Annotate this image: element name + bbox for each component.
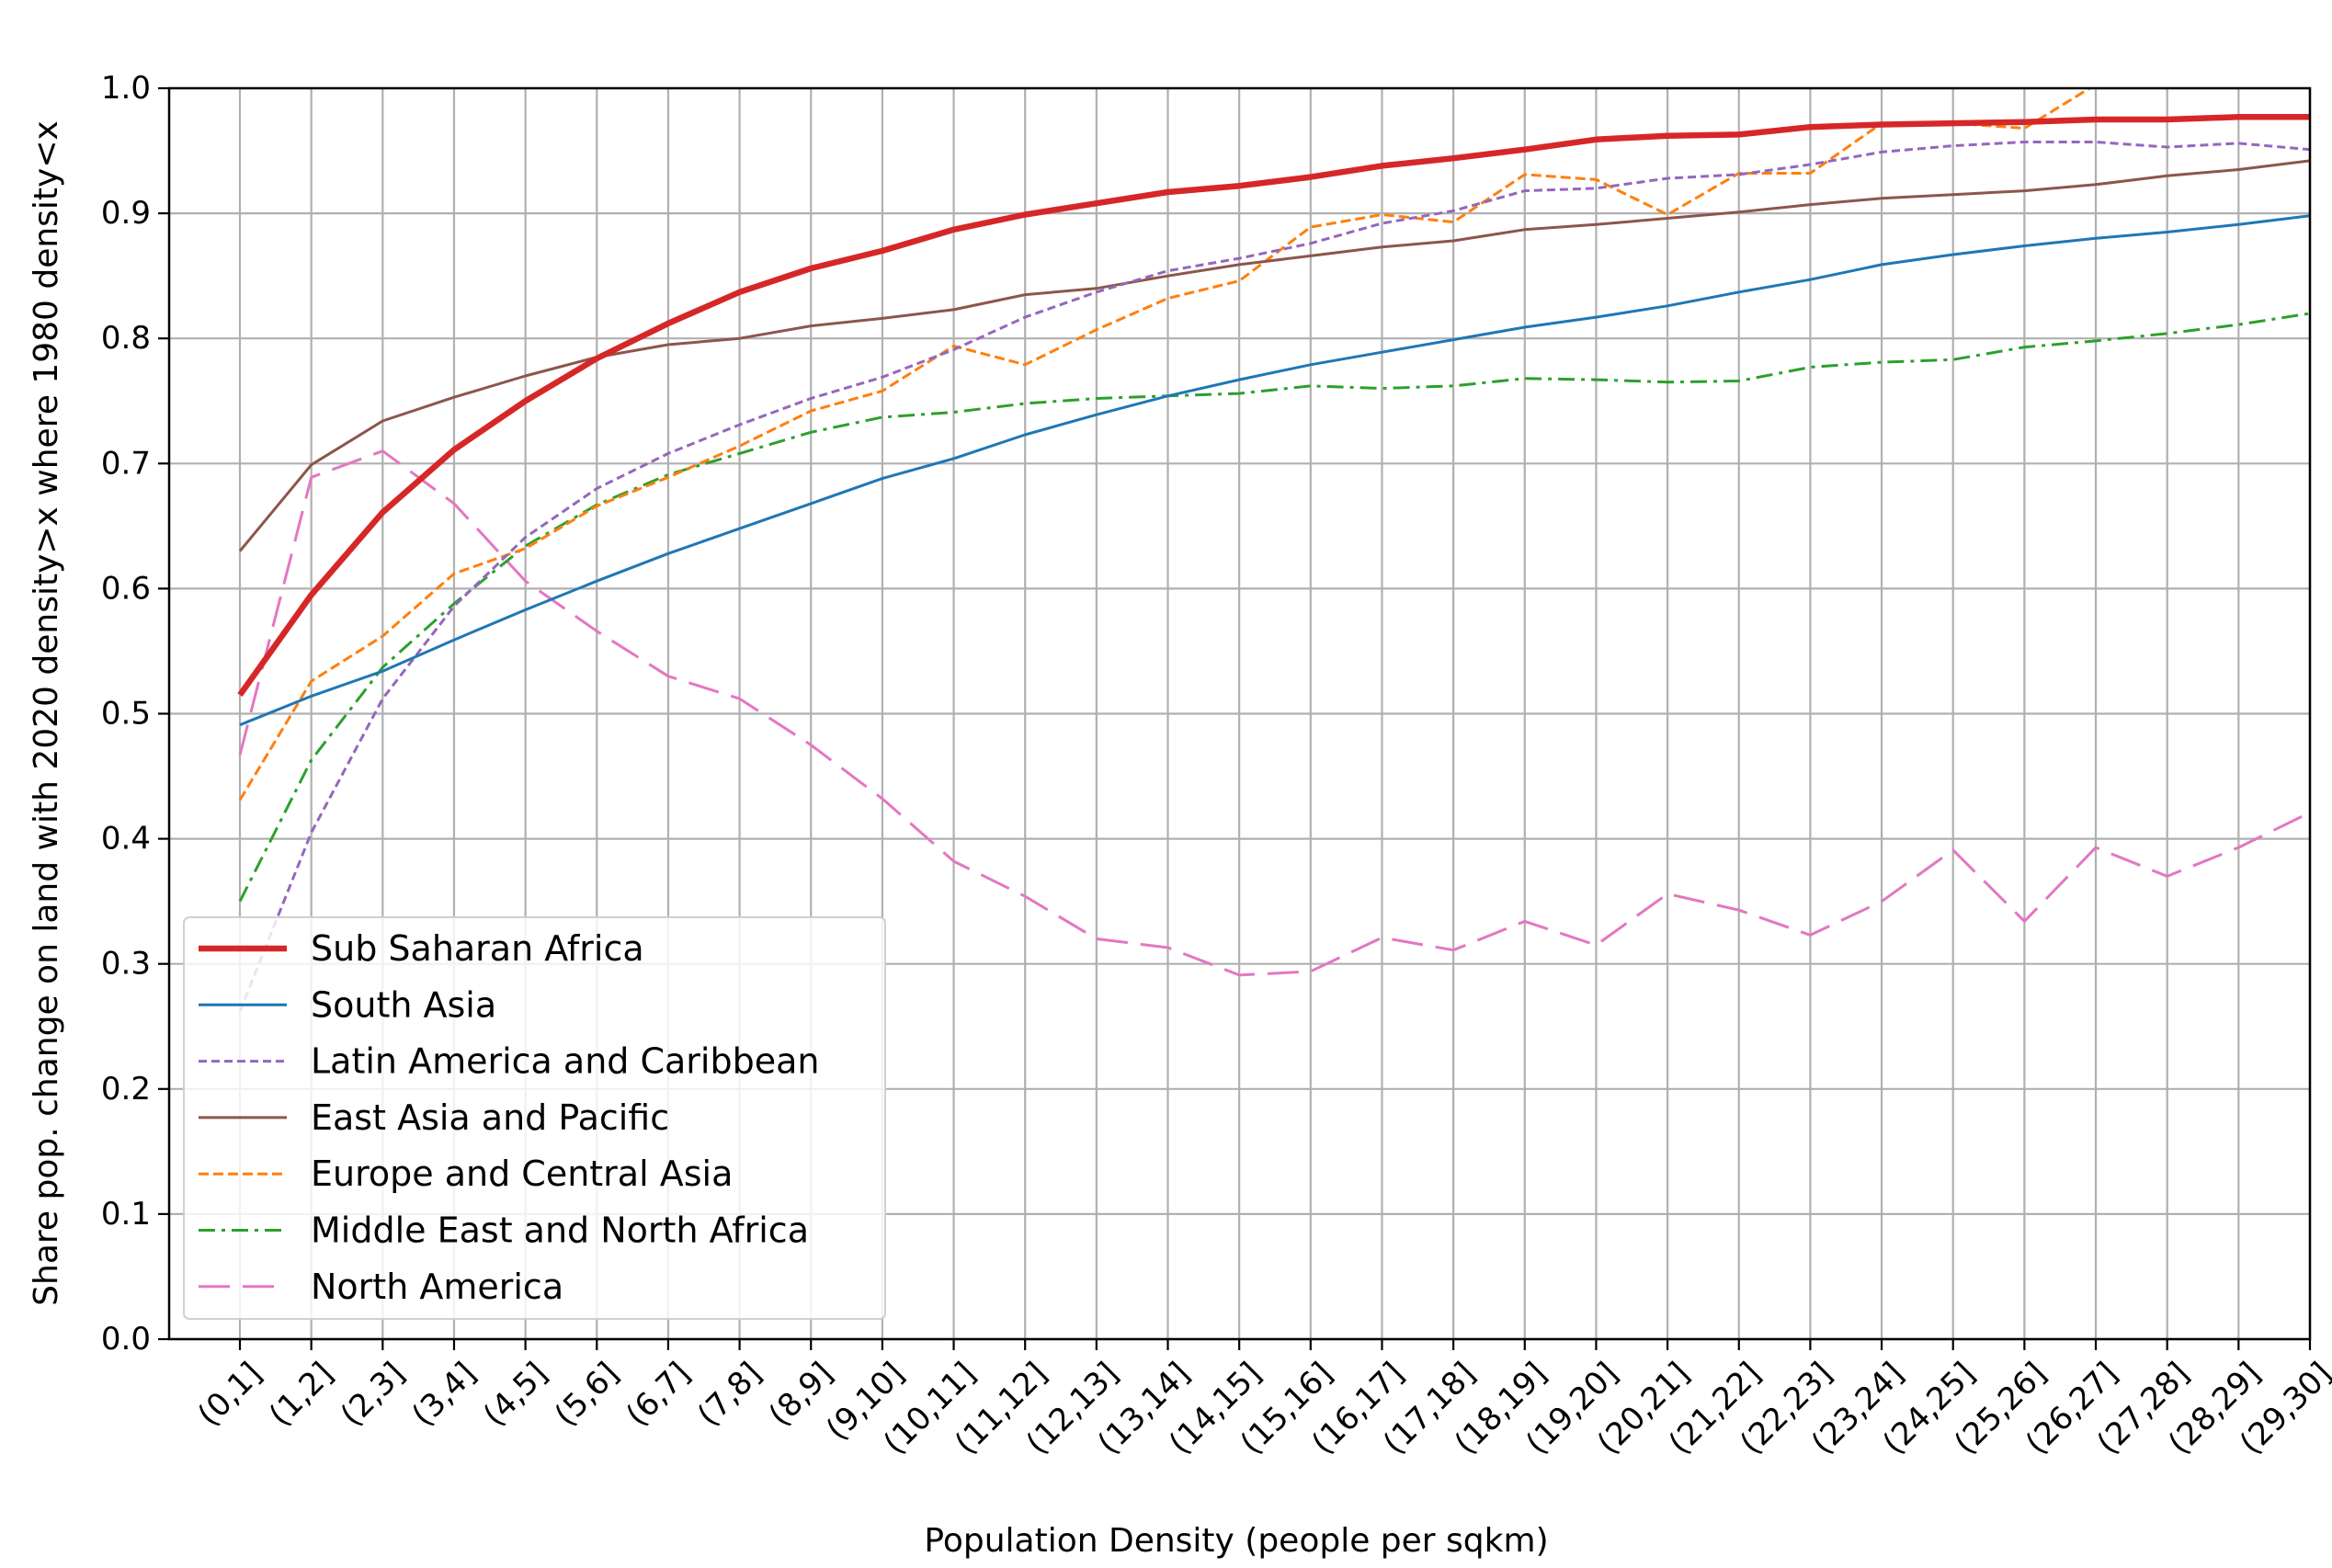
series-line-sub-saharan-africa <box>237 114 2310 697</box>
y-tick-label: 0.7 <box>101 445 151 482</box>
series-line-latin-america-and-caribbean <box>238 141 2310 1012</box>
legend-label: North America <box>311 1267 563 1307</box>
legend-label: Middle East and North Africa <box>311 1210 809 1251</box>
legend-label: Europe and Central Asia <box>311 1153 733 1194</box>
y-tick-label: 0.3 <box>101 946 151 983</box>
legend-label: South Asia <box>311 984 496 1025</box>
series-lines <box>237 88 2310 1012</box>
series-line-south-asia <box>239 214 2310 727</box>
y-tick-label: 0.9 <box>101 195 151 232</box>
x-axis-label: Population Density (people per sqkm) <box>924 1522 1548 1560</box>
y-tick-label: 0.4 <box>101 821 151 858</box>
y-tick-label: 0.2 <box>101 1071 151 1108</box>
series-line-east-asia-and-pacific <box>238 159 2310 552</box>
y-tick-label: 0.5 <box>101 696 151 733</box>
legend-label: Latin America and Caribbean <box>311 1041 819 1082</box>
series-line-europe-and-central-asia <box>238 88 2093 801</box>
y-tick-label: 0.0 <box>101 1321 151 1358</box>
legend-label: East Asia and Pacific <box>311 1097 669 1138</box>
y-tick-label: 1.0 <box>101 70 151 107</box>
legend-box <box>183 916 886 1320</box>
y-tick-label: 0.6 <box>101 570 151 607</box>
y-tick-label: 0.1 <box>101 1196 151 1233</box>
series-line-north-america <box>238 449 2310 977</box>
legend: Sub Saharan Africa South Asia Latin Americ… <box>183 916 886 1320</box>
y-tick-label: 0.8 <box>101 320 151 357</box>
y-axis-label: Share pop. change on land with 2020 dens… <box>28 120 65 1306</box>
legend-label: Sub Saharan Africa <box>311 928 644 969</box>
